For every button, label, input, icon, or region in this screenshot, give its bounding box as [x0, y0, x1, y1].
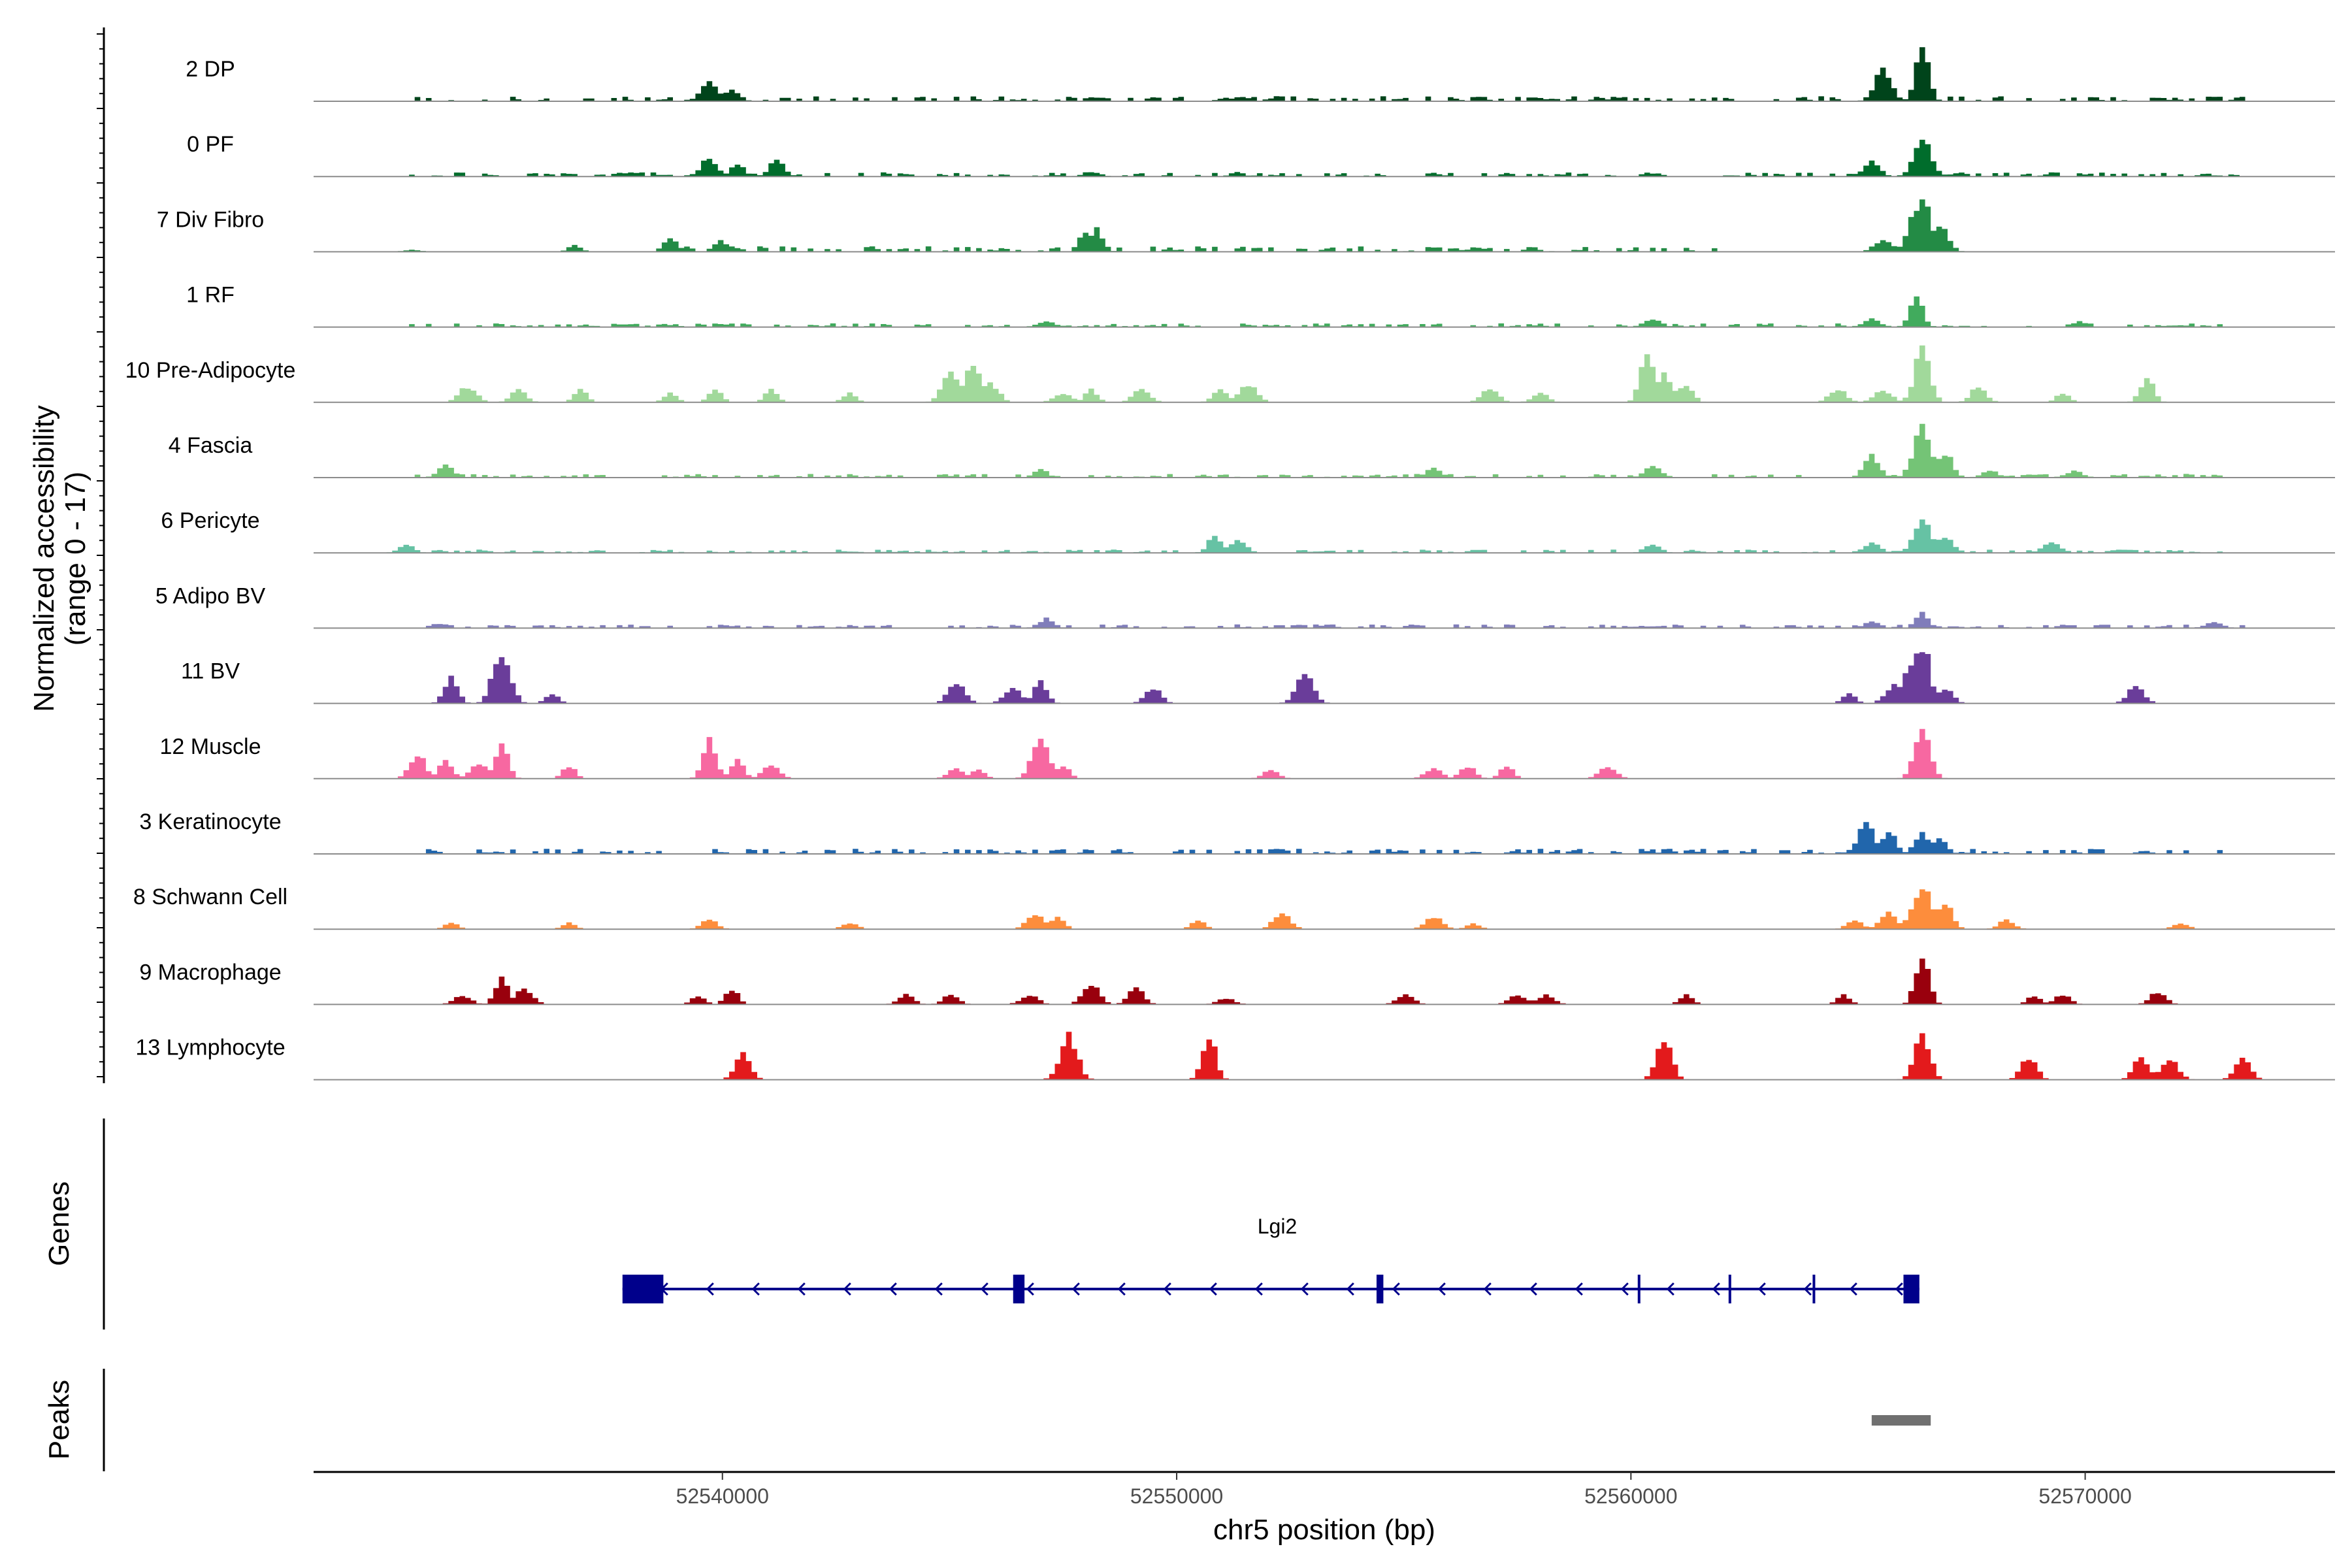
- strand-arrow: [1209, 1282, 1217, 1296]
- track-2-dp: 2 DP: [186, 47, 2335, 102]
- track-signal: [314, 822, 2335, 854]
- track-label: 1 RF: [186, 283, 235, 308]
- accessibility-tracks: 2 DP 0 PF 7 Div Fibro 1 RF 10 Pre-Adipocyte 4…: [125, 47, 2335, 1081]
- gene-exon: [1376, 1275, 1384, 1303]
- track-signal: [314, 1032, 2335, 1080]
- strand-arrow: [1300, 1282, 1309, 1296]
- track-signal: [314, 889, 2335, 930]
- strand-arrow: [889, 1282, 897, 1296]
- strand-arrow: [1437, 1282, 1446, 1296]
- track-0-pf: 0 PF: [187, 132, 2335, 178]
- x-tick-label: 52540000: [676, 1484, 769, 1508]
- track-label: 2 DP: [186, 57, 235, 82]
- gene-model: [622, 1275, 1919, 1303]
- gene-exon: [1903, 1275, 1919, 1303]
- track-7-div-fibro: 7 Div Fibro: [157, 199, 2335, 253]
- gene-exon: [1812, 1275, 1816, 1303]
- track-signal: [314, 199, 2335, 252]
- peaks-panel: Peaks: [43, 1369, 1931, 1471]
- x-tick-label: 52560000: [1584, 1484, 1677, 1508]
- strand-arrow: [1757, 1282, 1766, 1296]
- y-axis-title-line2: (range 0 - 17): [59, 472, 91, 646]
- track-label: 11 BV: [181, 659, 240, 684]
- peaks-axis-title: Peaks: [43, 1380, 75, 1460]
- y-axis: [97, 27, 105, 1083]
- track-6-pericyte: 6 Pericyte: [161, 508, 2335, 554]
- track-9-macrophage: 9 Macrophage: [139, 958, 2335, 1005]
- track-signal: [314, 728, 2335, 779]
- gene-exon: [1637, 1275, 1641, 1303]
- y-axis-title-line1: Normalized accessibility: [28, 405, 60, 711]
- track-label: 6 Pericyte: [161, 508, 259, 533]
- strand-arrow: [797, 1282, 806, 1296]
- track-signal: [314, 423, 2335, 478]
- strand-arrow: [1803, 1282, 1812, 1296]
- strand-arrow: [1895, 1282, 1903, 1296]
- x-axis-ticks: 52540000 52550000 52560000 52570000: [676, 1472, 2132, 1508]
- strand-arrow: [1483, 1282, 1492, 1296]
- track-label: 9 Macrophage: [139, 960, 281, 985]
- track-signal: [314, 139, 2335, 177]
- strand-arrow: [706, 1282, 714, 1296]
- track-11-bv: 11 BV: [181, 652, 2335, 704]
- track-5-adipo-bv: 5 Adipo BV: [155, 583, 2335, 629]
- peak-regions: [1871, 1415, 1931, 1426]
- track-label: 8 Schwann Cell: [133, 885, 287, 909]
- track-signal: [314, 519, 2335, 553]
- x-tick-label: 52570000: [2038, 1484, 2131, 1508]
- strand-arrow: [1575, 1282, 1583, 1296]
- track-label: 12 Muscle: [160, 734, 261, 759]
- x-axis-title: chr5 position (bp): [1213, 1514, 1435, 1546]
- track-label: 7 Div Fibro: [157, 207, 264, 232]
- track-signal: [314, 652, 2335, 704]
- x-tick-label: 52550000: [1130, 1484, 1223, 1508]
- track-4-fascia: 4 Fascia: [169, 423, 2335, 478]
- track-3-keratinocyte: 3 Keratinocyte: [139, 809, 2335, 855]
- track-signal: [314, 612, 2335, 629]
- track-signal: [314, 958, 2335, 1005]
- track-label: 5 Adipo BV: [155, 583, 266, 608]
- strand-arrow: [1666, 1282, 1674, 1296]
- strand-arrow: [1117, 1282, 1126, 1296]
- track-8-schwann-cell: 8 Schwann Cell: [133, 885, 2335, 930]
- track-signal: [314, 47, 2335, 101]
- peak-region: [1871, 1415, 1931, 1426]
- strand-arrow: [751, 1282, 760, 1296]
- strand-arrow: [1254, 1282, 1263, 1296]
- track-signal: [314, 345, 2335, 402]
- strand-arrow: [1026, 1282, 1034, 1296]
- track-label: 4 Fascia: [169, 433, 253, 458]
- track-13-lymphocyte: 13 Lymphocyte: [135, 1032, 2335, 1081]
- strand-arrow: [1346, 1282, 1354, 1296]
- strand-arrow: [980, 1282, 988, 1296]
- strand-arrow: [1163, 1282, 1171, 1296]
- gene-label: Lgi2: [1258, 1215, 1298, 1238]
- gene-exon: [622, 1275, 664, 1303]
- strand-arrow: [1529, 1282, 1537, 1296]
- strand-arrow: [843, 1282, 851, 1296]
- y-axis-ticks: [97, 33, 104, 1077]
- genes-axis-title: Genes: [43, 1181, 75, 1266]
- track-label: 3 Keratinocyte: [139, 809, 281, 834]
- genes-panel: Genes Lgi2: [43, 1119, 1919, 1330]
- strand-arrow: [1712, 1282, 1720, 1296]
- strand-arrow: [1620, 1282, 1629, 1296]
- gene-exon: [1728, 1275, 1731, 1303]
- x-axis: 52540000 52550000 52560000 52570000 chr5 po…: [314, 1471, 2335, 1546]
- strand-arrow: [1392, 1282, 1400, 1296]
- track-label: 10 Pre-Adipocyte: [125, 358, 296, 383]
- track-1-rf: 1 RF: [186, 283, 2335, 328]
- track-10-pre-adipocyte: 10 Pre-Adipocyte: [125, 345, 2335, 403]
- gene-exon: [1013, 1275, 1025, 1303]
- strand-arrow: [1071, 1282, 1080, 1296]
- track-label: 13 Lymphocyte: [135, 1036, 285, 1060]
- track-12-muscle: 12 Muscle: [160, 728, 2335, 779]
- track-label: 0 PF: [187, 132, 234, 157]
- strand-arrow: [1849, 1282, 1857, 1296]
- strand-arrow: [934, 1282, 943, 1296]
